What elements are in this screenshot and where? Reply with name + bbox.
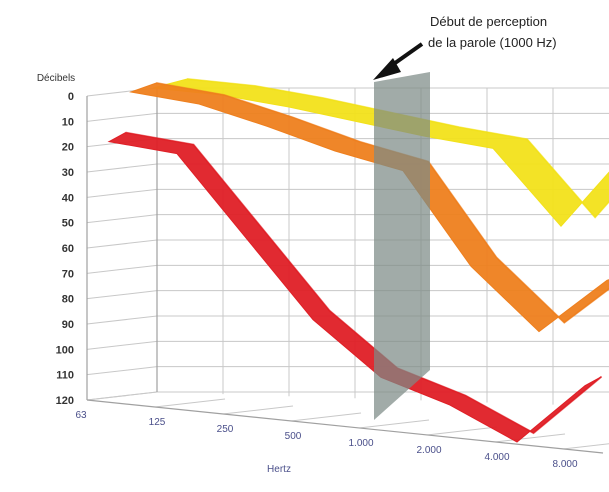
x-tick-labels: 63 125 250 500 1.000 2.000 4.000 8.000 [75,410,578,470]
x-tick-label: 500 [285,431,302,442]
y-tick-label: 120 [56,395,74,407]
floor-gridline [154,398,226,408]
y-tick-labels: 0 10 20 30 40 50 60 70 80 90 100 110 120 [56,91,74,407]
y-tick-label: 40 [62,192,74,204]
annotation-line-1: Début de perception [430,14,547,29]
x-tick-label: 1.000 [348,438,373,449]
floor-gridline [86,391,158,401]
y-tick-label: 30 [62,167,74,179]
x-axis-title: Hertz [267,464,291,475]
y-axis-title: Décibels [37,73,75,84]
y-tick-label: 100 [56,344,74,356]
x-tick-label: 2.000 [416,445,441,456]
x-axis-line [86,399,604,454]
y-gridline [86,366,609,376]
chart-series [107,78,609,443]
annotation-line-2: de la parole (1000 Hz) [428,35,557,50]
floor-gridline [358,419,430,429]
y-tick-label: 90 [62,319,74,331]
highlight-band-group [374,72,430,420]
y-tick-label: 50 [62,218,74,230]
y-tick-label: 0 [68,91,74,103]
y-tick-label: 80 [62,294,74,306]
floor-gridline [222,405,294,415]
floor-gridline [494,433,566,443]
y-gridline [86,214,609,224]
y-gridline [86,239,609,249]
highlight-band [374,72,430,420]
x-tick-label: 4.000 [484,452,509,463]
floor-gridline [290,412,362,422]
series-edge [125,131,603,435]
y-tick-label: 60 [62,243,74,255]
y-tick-label: 70 [62,268,74,280]
x-tick-label: 8.000 [552,459,577,470]
x-tick-label: 63 [75,410,87,421]
y-tick-label: 20 [62,142,74,154]
annotation-arrow-icon [373,42,424,80]
y-gridline [86,391,609,401]
floor-gridline [426,426,498,436]
y-tick-label: 110 [56,370,74,382]
x-tick-label: 125 [149,417,166,428]
floor-gridline [562,443,609,450]
y-tick-label: 10 [62,116,74,128]
x-tick-label: 250 [217,424,234,435]
y-gridline [86,264,609,274]
